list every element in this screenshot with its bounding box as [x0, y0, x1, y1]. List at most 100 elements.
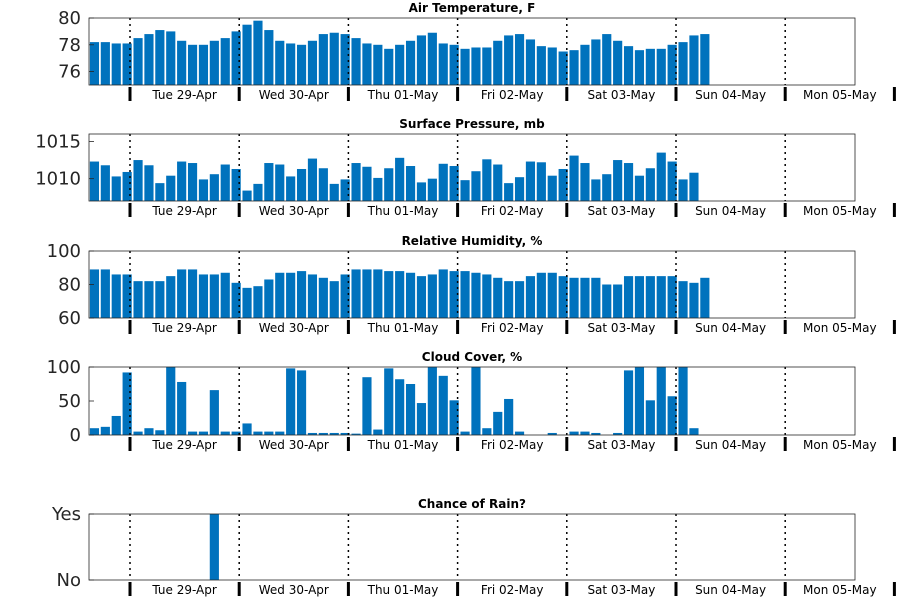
x-day-label: Thu 01-May	[367, 583, 439, 597]
x-day-label: Sun 04-May	[695, 438, 766, 452]
bar	[689, 282, 699, 318]
bar	[373, 429, 383, 435]
chart-title: Cloud Cover, %	[422, 350, 522, 364]
bar	[373, 269, 383, 318]
x-day-label: Sat 03-May	[587, 438, 655, 452]
bar	[678, 367, 688, 435]
bar	[111, 43, 121, 85]
x-day-label: Thu 01-May	[367, 438, 439, 452]
bar	[286, 43, 296, 85]
bar	[569, 277, 579, 318]
bar	[286, 272, 296, 318]
bar	[275, 431, 285, 435]
bar	[416, 403, 427, 435]
y-tick-label: 100	[47, 357, 81, 378]
y-tick-label: 1010	[35, 169, 81, 190]
chart-panel: Air Temperature, F 76 78 80 Tue 29-Apr Wed 30…	[58, 1, 896, 102]
bar	[351, 433, 361, 435]
y-tick-label: 50	[58, 391, 81, 412]
bar	[296, 271, 307, 318]
x-day-label: Tue 29-Apr	[151, 88, 216, 102]
bar	[275, 40, 285, 85]
x-day-label: Fri 02-May	[481, 88, 544, 102]
bar	[416, 276, 427, 319]
bar	[89, 42, 100, 85]
bar	[89, 161, 100, 201]
bar	[395, 379, 405, 435]
bar	[329, 183, 339, 201]
bar	[536, 46, 546, 85]
bar	[634, 50, 645, 85]
bar	[558, 51, 568, 85]
bar	[656, 152, 666, 201]
bar	[471, 272, 481, 318]
bar	[613, 160, 623, 201]
bar	[275, 164, 285, 201]
bar	[416, 35, 427, 85]
bar	[100, 165, 110, 201]
bar	[242, 423, 252, 435]
x-day-label: Mon 05-May	[803, 88, 877, 102]
bar	[667, 44, 677, 85]
bar	[187, 163, 198, 201]
bar	[700, 277, 710, 318]
bar	[187, 269, 198, 318]
bar	[547, 47, 557, 85]
bar	[166, 31, 176, 85]
bar	[166, 367, 176, 435]
bar	[384, 168, 394, 201]
x-day-label: Mon 05-May	[803, 438, 877, 452]
bar	[340, 432, 350, 435]
bar	[362, 377, 372, 435]
bar	[427, 274, 437, 318]
axes-frame	[88, 133, 856, 202]
x-day-label: Tue 29-Apr	[151, 204, 216, 218]
bar	[318, 168, 328, 201]
x-day-label: Mon 05-May	[803, 583, 877, 597]
bar	[122, 171, 132, 201]
bar	[286, 176, 296, 201]
x-day-label: Tue 29-Apr	[151, 438, 216, 452]
bar	[623, 370, 634, 435]
bar	[558, 168, 568, 201]
bar	[242, 24, 252, 85]
bar	[504, 398, 514, 435]
x-day-label: Fri 02-May	[481, 583, 544, 597]
x-day-label: Thu 01-May	[367, 204, 439, 218]
bar	[471, 367, 481, 435]
bar	[166, 276, 176, 319]
bar	[460, 180, 470, 201]
bar	[602, 174, 612, 201]
bar	[514, 431, 525, 435]
bar	[177, 381, 187, 435]
bar	[340, 179, 350, 201]
bar	[100, 42, 110, 85]
bar	[253, 286, 263, 318]
bar	[547, 432, 557, 435]
bar	[384, 271, 394, 318]
x-day-label: Thu 01-May	[367, 321, 439, 335]
bar	[351, 269, 361, 318]
bar	[177, 40, 187, 85]
bar	[242, 287, 252, 318]
bar	[689, 172, 699, 201]
bar	[580, 44, 590, 85]
bar	[405, 384, 416, 435]
y-tick-label: 76	[58, 62, 81, 83]
bar	[514, 281, 525, 318]
bar	[220, 164, 230, 201]
bar	[264, 163, 274, 201]
bar	[384, 368, 394, 435]
bar	[689, 428, 699, 435]
bar	[133, 38, 143, 85]
bar	[645, 400, 655, 435]
x-day-label: Mon 05-May	[803, 204, 877, 218]
bar	[220, 38, 230, 85]
bar	[634, 276, 645, 319]
bar	[471, 171, 481, 201]
chart-panel: Surface Pressure, mb 1010 1015 Tue 29-Apr We…	[35, 117, 896, 218]
bar	[634, 367, 645, 435]
bar	[231, 282, 241, 318]
bar	[133, 281, 143, 318]
bar	[100, 426, 110, 435]
